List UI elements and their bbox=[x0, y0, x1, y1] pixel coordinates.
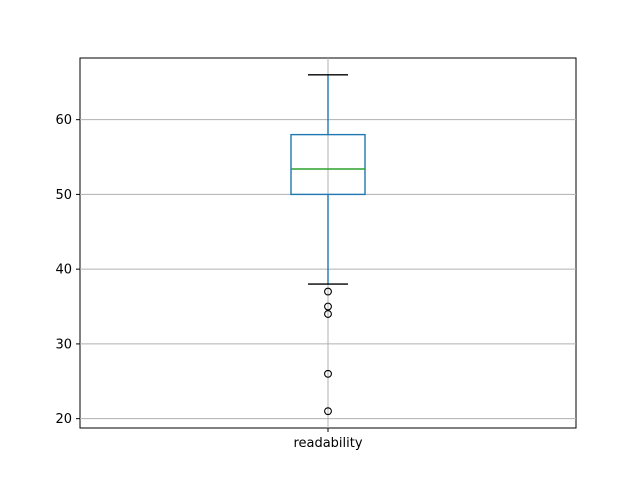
axis-ticks: 20 30 40 50 60 bbox=[55, 113, 329, 432]
iqr-box bbox=[290, 133, 366, 196]
outlier-point bbox=[324, 310, 332, 318]
outlier-point bbox=[324, 407, 332, 416]
outlier-point bbox=[324, 287, 332, 296]
y-tick-label: 50 bbox=[55, 188, 72, 203]
outlier-point bbox=[324, 369, 332, 378]
boxplot-elements bbox=[290, 74, 366, 416]
y-tick-label: 30 bbox=[55, 337, 72, 352]
outlier-point bbox=[324, 302, 332, 311]
y-tick-label: 20 bbox=[55, 412, 72, 427]
y-tick-label: 60 bbox=[55, 113, 72, 128]
x-tick-label: readability bbox=[293, 436, 362, 451]
y-tick-label: 40 bbox=[55, 263, 72, 278]
